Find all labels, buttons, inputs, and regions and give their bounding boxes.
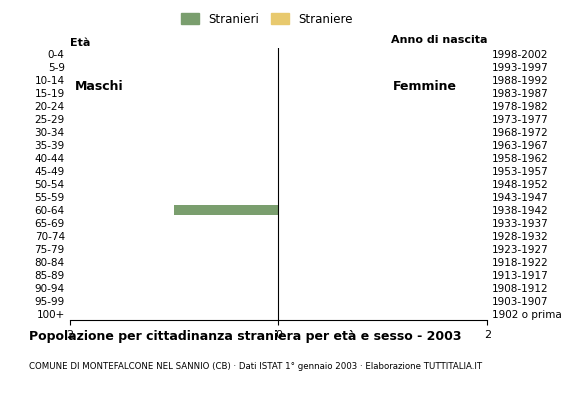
Bar xyxy=(174,205,278,215)
Text: Popolazione per cittadinanza straniera per età e sesso - 2003: Popolazione per cittadinanza straniera p… xyxy=(29,330,462,343)
Text: Anno di nascita: Anno di nascita xyxy=(391,35,487,45)
Text: Età: Età xyxy=(70,38,90,48)
Legend: Stranieri, Straniere: Stranieri, Straniere xyxy=(176,8,357,30)
Text: COMUNE DI MONTEFALCONE NEL SANNIO (CB) · Dati ISTAT 1° gennaio 2003 · Elaborazio: COMUNE DI MONTEFALCONE NEL SANNIO (CB) ·… xyxy=(29,362,482,371)
Text: Femmine: Femmine xyxy=(393,80,457,93)
Text: Maschi: Maschi xyxy=(75,80,124,93)
